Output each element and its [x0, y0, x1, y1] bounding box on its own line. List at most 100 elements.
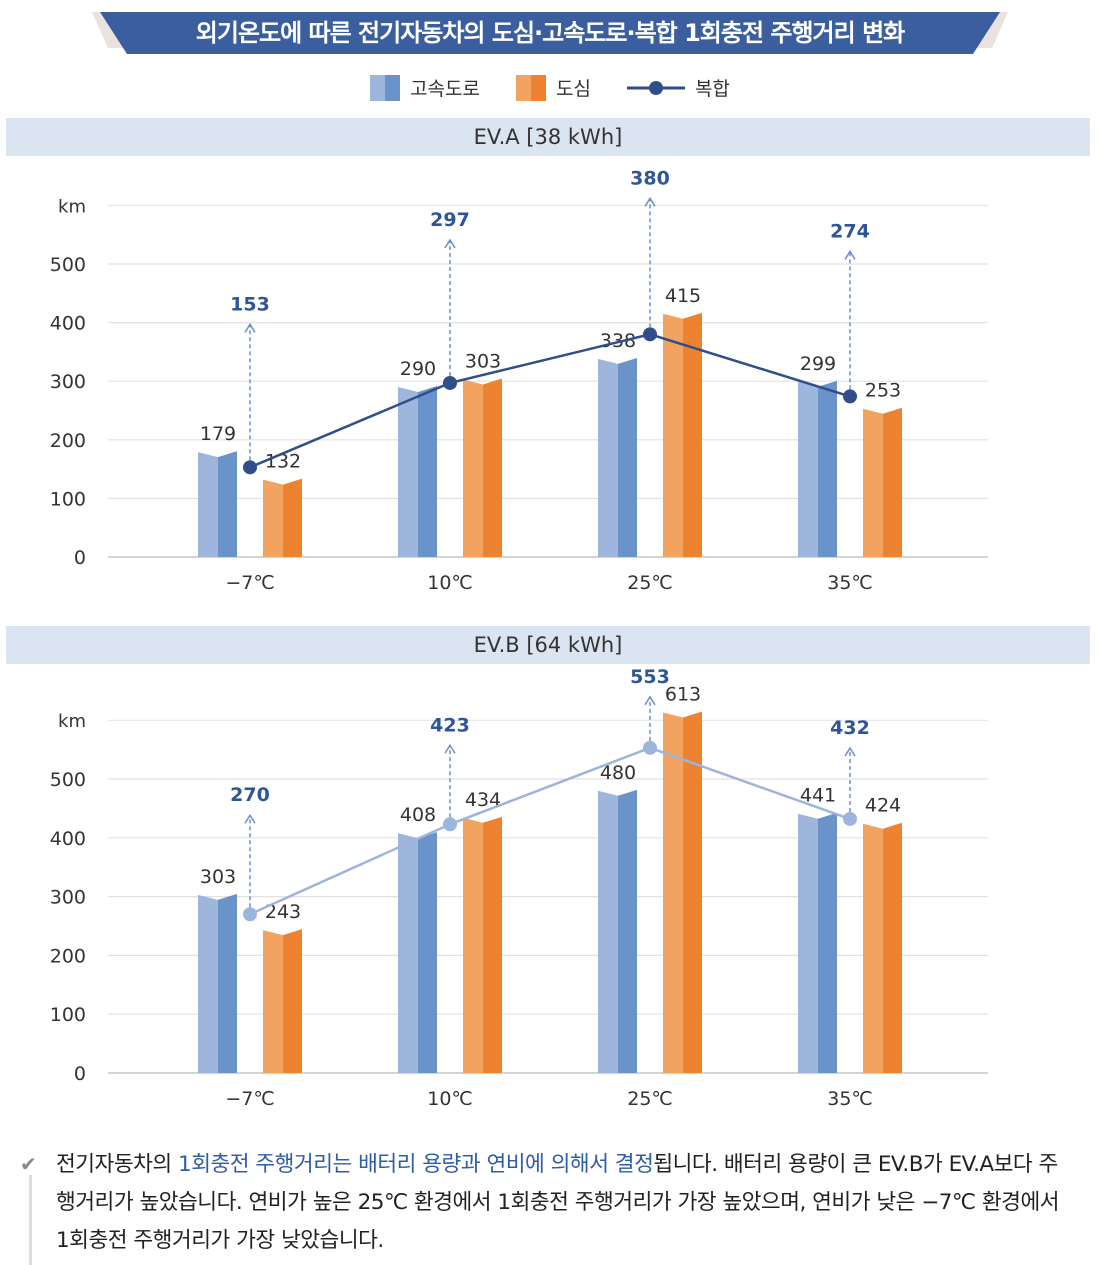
- highway-bar-right: [618, 357, 637, 557]
- legend-city: 도심: [515, 74, 591, 101]
- city-bar-right: [883, 822, 902, 1073]
- highway-bar-left: [398, 833, 418, 1073]
- legend-highway-label: 고속도로: [410, 78, 480, 100]
- legend: 고속도로 도심 복합: [0, 74, 1100, 101]
- city-bar-right: [283, 478, 302, 557]
- combined-value-label: 423: [430, 714, 470, 736]
- summary-note: 전기자동차의 1회충전 주행거리는 배터리 용량과 연비에 의해서 결정됩니다.…: [56, 1146, 1066, 1260]
- city-swatch: [515, 74, 546, 101]
- y-tick-label: 0: [74, 547, 86, 569]
- legend-combined: 복합: [626, 74, 730, 101]
- city-bar-left: [663, 712, 683, 1073]
- highway-value-label: 480: [600, 762, 636, 784]
- combined-point: [243, 907, 257, 922]
- note-highlight: 1회충전 주행거리는 배터리 용량과 연비에 의해서 결정: [178, 1152, 654, 1177]
- y-tick-label: 100: [50, 1004, 86, 1026]
- city-bar-right: [283, 929, 302, 1073]
- y-tick-label: 200: [50, 430, 86, 452]
- combined-point: [643, 740, 657, 755]
- combined-line-icon: [626, 80, 685, 95]
- highway-bar-left: [198, 452, 218, 557]
- combined-value-label: 297: [430, 209, 470, 231]
- note-text-pre: 전기자동차의: [56, 1152, 179, 1177]
- combined-line: [249, 333, 851, 469]
- highway-value-label: 290: [400, 358, 436, 380]
- highway-bar-right: [218, 893, 237, 1073]
- combined-value-label: 153: [230, 293, 270, 315]
- arrow-head-icon: [244, 813, 256, 824]
- y-tick-label: 200: [50, 945, 86, 967]
- x-tick-label: 35℃: [827, 1088, 873, 1110]
- highway-swatch: [370, 74, 401, 101]
- combined-point: [243, 460, 257, 475]
- y-tick-label: 400: [50, 313, 86, 335]
- y-tick-label: 100: [50, 488, 86, 510]
- x-tick-label: 25℃: [627, 572, 673, 594]
- combined-point: [843, 811, 857, 826]
- highway-value-label: 299: [800, 353, 836, 375]
- arrow-head-icon: [244, 322, 256, 333]
- highway-value-label: 303: [200, 866, 236, 888]
- city-value-label: 243: [265, 901, 301, 923]
- legend-combined-label: 복합: [694, 78, 730, 100]
- check-icon: ✔: [20, 1152, 37, 1176]
- city-value-label: 424: [865, 795, 901, 817]
- city-bar-left: [463, 379, 483, 557]
- combined-value-label: 380: [630, 167, 670, 189]
- city-bar-left: [663, 313, 683, 557]
- chart-a-title: EV.A [38 kWh]: [6, 118, 1090, 156]
- highway-bar-left: [598, 790, 618, 1073]
- y-tick-label: 400: [50, 828, 86, 850]
- note-divider: [29, 1175, 32, 1265]
- highway-value-label: 441: [800, 785, 836, 807]
- city-bar-left: [863, 408, 883, 557]
- x-tick-label: 10℃: [427, 1088, 473, 1110]
- arrow-head-icon: [444, 238, 456, 249]
- city-bar-right: [483, 816, 502, 1073]
- combined-line: [249, 746, 851, 916]
- highway-bar-right: [618, 789, 637, 1073]
- city-value-label: 415: [665, 285, 701, 307]
- y-tick-label: 500: [50, 254, 86, 276]
- highway-bar-right: [818, 812, 837, 1073]
- combined-point: [843, 389, 857, 404]
- city-value-label: 613: [665, 684, 701, 706]
- combined-value-label: 274: [830, 220, 870, 242]
- y-tick-label: 300: [50, 371, 86, 393]
- combined-value-label: 270: [230, 784, 270, 806]
- highway-value-label: 179: [200, 423, 236, 445]
- arrow-head-icon: [444, 743, 456, 754]
- x-tick-label: −7℃: [225, 572, 274, 594]
- city-bar-left: [263, 930, 283, 1073]
- highway-value-label: 408: [400, 804, 436, 826]
- highway-bar-left: [598, 358, 618, 557]
- y-axis-unit: km: [58, 711, 86, 732]
- highway-bar-right: [818, 380, 837, 557]
- x-tick-label: 10℃: [427, 572, 473, 594]
- highway-bar-left: [798, 381, 818, 557]
- combined-point: [443, 375, 457, 390]
- city-bar-right: [683, 711, 702, 1073]
- city-bar-left: [463, 817, 483, 1073]
- y-axis-unit: km: [58, 196, 86, 217]
- y-tick-label: 500: [50, 769, 86, 791]
- combined-value-label: 553: [630, 666, 670, 688]
- highway-bar-right: [418, 832, 437, 1073]
- chart-b-title: EV.B [64 kWh]: [6, 626, 1090, 664]
- combined-point: [643, 327, 657, 342]
- x-tick-label: −7℃: [225, 1088, 274, 1110]
- highway-bar-left: [198, 894, 218, 1073]
- x-tick-label: 35℃: [827, 572, 873, 594]
- arrow-head-icon: [844, 746, 856, 757]
- title-banner: 외기온도에 따른 전기자동차의 도심·고속도로·복합 1회충전 주행거리 변화: [100, 12, 1000, 54]
- legend-highway: 고속도로: [370, 74, 480, 101]
- combined-point: [443, 817, 457, 832]
- legend-city-label: 도심: [555, 78, 591, 100]
- x-tick-label: 25℃: [627, 1088, 673, 1110]
- city-bar-right: [683, 312, 702, 557]
- highway-bar-left: [398, 387, 418, 557]
- city-value-label: 434: [465, 789, 501, 811]
- arrow-head-icon: [644, 196, 656, 207]
- note-text-post: 됩니다. 배터리 용량이 큰 EV.B가 EV.A보다 주행거리가 높았습니다.…: [56, 1152, 1060, 1253]
